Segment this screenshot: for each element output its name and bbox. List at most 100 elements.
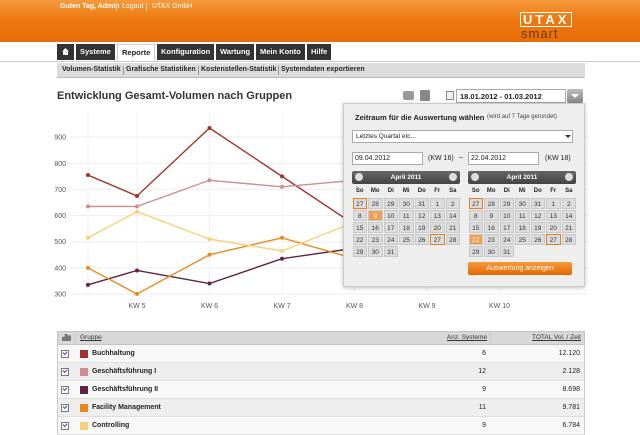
calendar-day[interactable]: 27 — [352, 198, 367, 209]
prev-month[interactable] — [471, 173, 479, 181]
calendar-day[interactable]: 31 — [414, 198, 429, 209]
calendar-day[interactable]: 22 — [352, 234, 367, 245]
calendar-day[interactable]: 29 — [352, 246, 367, 257]
calendar-day[interactable]: 28 — [561, 234, 576, 245]
calendar-day[interactable]: 19 — [414, 222, 429, 233]
calendar-day[interactable]: 11 — [399, 210, 414, 221]
calendar-day[interactable]: 28 — [368, 198, 383, 209]
calendar-day[interactable]: 22 — [468, 234, 483, 245]
calendar-day[interactable]: 16 — [484, 222, 499, 233]
home-icon — [62, 48, 69, 55]
calendar-day[interactable]: 26 — [530, 234, 545, 245]
calendar-day[interactable]: 9 — [484, 210, 499, 221]
next-month[interactable] — [449, 173, 457, 181]
calendar-day[interactable]: 28 — [484, 198, 499, 209]
column-header[interactable]: TOTAL Vol. / Zeit — [531, 334, 581, 341]
to-input[interactable] — [468, 152, 539, 165]
calendar-day[interactable]: 29 — [499, 198, 514, 209]
calendar-day[interactable]: 9 — [368, 210, 383, 221]
preset-select[interactable] — [352, 130, 573, 143]
prev-month[interactable] — [355, 173, 363, 181]
calendar-day[interactable]: 8 — [352, 210, 367, 221]
total-volume: 12.120 — [558, 350, 580, 357]
calendar-day[interactable]: 23 — [368, 234, 383, 245]
calendar-day[interactable]: 29 — [468, 246, 483, 257]
column-header[interactable]: Gruppe — [80, 334, 102, 341]
checkbox[interactable] — [61, 404, 69, 412]
calendar-day[interactable]: 27 — [430, 234, 445, 245]
calendar-day[interactable]: 14 — [561, 210, 576, 221]
nav-tab[interactable]: Systeme — [76, 44, 115, 60]
calendar-day[interactable]: 27 — [468, 198, 483, 209]
print-icon[interactable] — [403, 91, 414, 100]
subnav-link[interactable]: Systemdaten exportieren — [281, 66, 365, 73]
calendar-day[interactable]: 31 — [383, 246, 398, 257]
checkbox[interactable] — [61, 386, 69, 394]
calendar-day[interactable]: 18 — [515, 222, 530, 233]
checkbox[interactable] — [61, 350, 69, 358]
data-point — [280, 174, 284, 179]
calendar-day[interactable]: 10 — [383, 210, 398, 221]
calendar-day[interactable]: 16 — [368, 222, 383, 233]
calendar-day[interactable]: 18 — [399, 222, 414, 233]
calendar-day[interactable]: 11 — [515, 210, 530, 221]
show-button[interactable]: Auswertung anzeigen — [468, 262, 572, 275]
calendar-day[interactable]: 30 — [368, 246, 383, 257]
calendar-icon[interactable] — [446, 91, 454, 100]
x-tick-label: KW 5 — [128, 303, 145, 310]
calendar-day[interactable]: 31 — [530, 198, 545, 209]
logout-link[interactable]: Logout — [122, 3, 144, 10]
subnav-link[interactable]: Kostenstellen-Statistik — [201, 66, 277, 73]
subnav-link[interactable]: Volumen-Statistik — [62, 66, 121, 73]
calendar-day[interactable]: 30 — [399, 198, 414, 209]
calendar-day[interactable]: 10 — [499, 210, 514, 221]
calendar-day[interactable]: 13 — [546, 210, 561, 221]
calendar-day[interactable]: 15 — [352, 222, 367, 233]
calendar-day[interactable]: 21 — [561, 222, 576, 233]
subnav-link[interactable]: Grafische Statistiken — [126, 66, 196, 73]
calendar-day[interactable]: 25 — [515, 234, 530, 245]
from-input[interactable] — [352, 152, 423, 165]
column-header[interactable]: Anz. Systeme — [446, 334, 487, 341]
calendar-day[interactable]: 24 — [499, 234, 514, 245]
calendar-day[interactable]: 17 — [499, 222, 514, 233]
checkbox[interactable] — [61, 422, 69, 430]
date-input[interactable] — [456, 89, 566, 103]
calendar-day[interactable]: 21 — [445, 222, 460, 233]
calendar-day[interactable]: 17 — [383, 222, 398, 233]
calendar-day[interactable]: 12 — [414, 210, 429, 221]
nav-tab[interactable]: Hilfe — [307, 44, 332, 60]
checkbox[interactable] — [61, 368, 69, 376]
calendar-day[interactable]: 1 — [430, 198, 445, 209]
date-range[interactable]: 18.01.2012 - 01.03.2012 — [460, 92, 542, 101]
next-month[interactable] — [565, 173, 573, 181]
calendar-day[interactable]: 30 — [484, 246, 499, 257]
nav-tab[interactable]: Konfiguration — [157, 44, 215, 60]
export-icon[interactable] — [420, 90, 430, 101]
calendar-day[interactable]: 8 — [468, 210, 483, 221]
calendar-day[interactable]: 15 — [468, 222, 483, 233]
calendar-day[interactable]: 14 — [445, 210, 460, 221]
calendar-day[interactable]: 2 — [561, 198, 576, 209]
calendar-day[interactable]: 24 — [383, 234, 398, 245]
calendar-day[interactable]: 2 — [445, 198, 460, 209]
nav-tab[interactable]: Mein Konto — [256, 44, 305, 60]
nav-tab[interactable]: Wartung — [216, 44, 255, 60]
calendar-day[interactable]: 30 — [515, 198, 530, 209]
calendar-day[interactable]: 31 — [499, 246, 514, 257]
calendar-day[interactable]: 13 — [430, 210, 445, 221]
calendar-day[interactable]: 20 — [546, 222, 561, 233]
calendar-day[interactable]: 26 — [414, 234, 429, 245]
calendar-day[interactable]: 27 — [546, 234, 561, 245]
nav-tab[interactable]: Reporte — [117, 44, 156, 60]
calendar-day[interactable]: 12 — [530, 210, 545, 221]
calendar-day[interactable]: 20 — [430, 222, 445, 233]
calendar-day[interactable]: 25 — [399, 234, 414, 245]
calendar-day[interactable]: 19 — [530, 222, 545, 233]
calendar-day[interactable]: 28 — [445, 234, 460, 245]
calendar-day[interactable]: 23 — [484, 234, 499, 245]
data-point — [135, 292, 139, 296]
calendar-header — [468, 171, 576, 184]
calendar-day[interactable]: 1 — [546, 198, 561, 209]
calendar-day[interactable]: 29 — [383, 198, 398, 209]
